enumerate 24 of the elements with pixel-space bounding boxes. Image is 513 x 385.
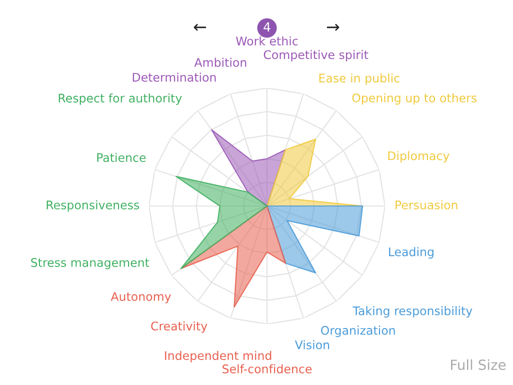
spoke-label: Ease in public [319,73,400,85]
spoke-label: Leading [389,247,434,259]
spoke-label: Determination [132,72,216,82]
spoke-label: Diplomacy [388,151,450,163]
spoke-label: Persuasion [396,200,458,210]
spoke-label: Stress management [31,258,150,270]
spoke-label: Organization [321,326,395,338]
text: Full Size [451,359,506,370]
spoke-label: Ambition [194,58,246,67]
text: 4 [264,22,270,32]
spoke-label: Work ethic [236,36,298,46]
spoke-label: Competitive spirit [264,50,368,62]
spoke-label: Taking responsibility [352,306,472,318]
spoke-label: Vision [294,340,330,350]
spoke-label: Self-confidence [222,364,312,374]
spoke-label: Creativity [151,321,208,333]
spoke-label: Opening up to others [352,93,477,105]
spoke-label: Independent mind [165,350,272,362]
spoke-label: Respect for authority [58,93,182,105]
text: ← [194,24,206,31]
spoke-label: Responsiveness [46,200,140,212]
text: → [326,24,340,31]
spoke-label: Autonomy [110,292,171,304]
spoke-label: Patience [97,152,146,162]
